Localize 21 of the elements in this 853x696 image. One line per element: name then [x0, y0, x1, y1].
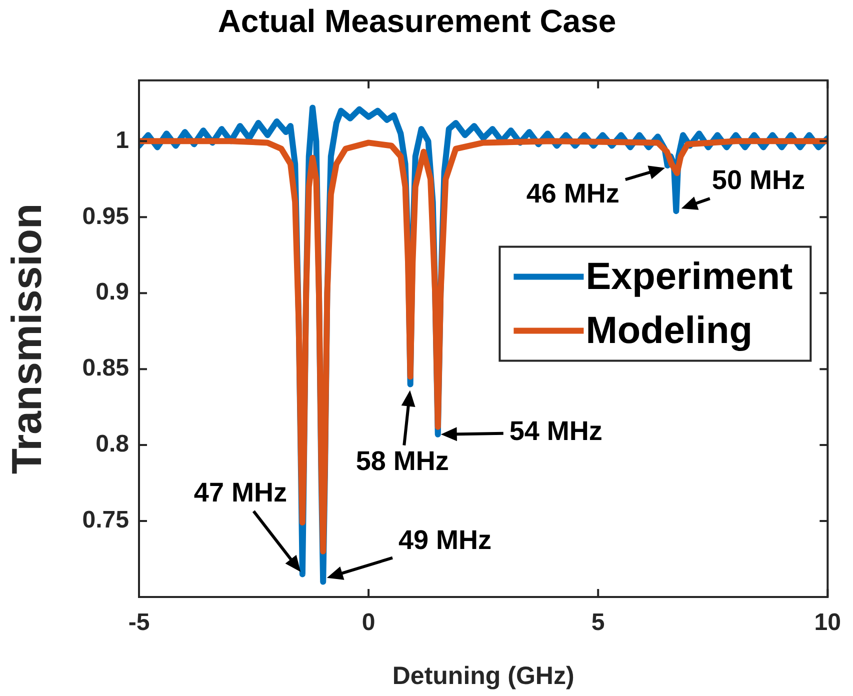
- legend-label: Modeling: [586, 310, 752, 352]
- x-tick-label: -5: [128, 609, 150, 636]
- y-tick-label: 0.75: [82, 506, 129, 534]
- x-axis-title: Detuning (GHz): [392, 662, 574, 690]
- annotation: 54 MHz: [509, 416, 602, 446]
- y-tick-label: 0.85: [82, 354, 129, 382]
- x-tick-label: 0: [362, 609, 376, 636]
- annotation: 58 MHz: [356, 446, 449, 476]
- x-tick-label: 10: [814, 609, 842, 636]
- y-tick-label: 0.8: [96, 430, 129, 458]
- y-axis-title: Transmission: [2, 203, 50, 474]
- y-tick-label: 1: [116, 126, 129, 154]
- annotation: 49 MHz: [398, 525, 492, 556]
- annotation: 50 MHz: [712, 165, 805, 196]
- chart-title: Actual Measurement Case: [218, 3, 616, 40]
- legend-label: Experiment: [586, 256, 793, 298]
- annotation: 47 MHz: [194, 478, 287, 508]
- x-tick-label: 5: [591, 609, 605, 636]
- y-tick-label: 0.9: [96, 278, 129, 306]
- y-tick-label: 0.95: [82, 202, 129, 230]
- annotation: 46 MHz: [526, 178, 620, 208]
